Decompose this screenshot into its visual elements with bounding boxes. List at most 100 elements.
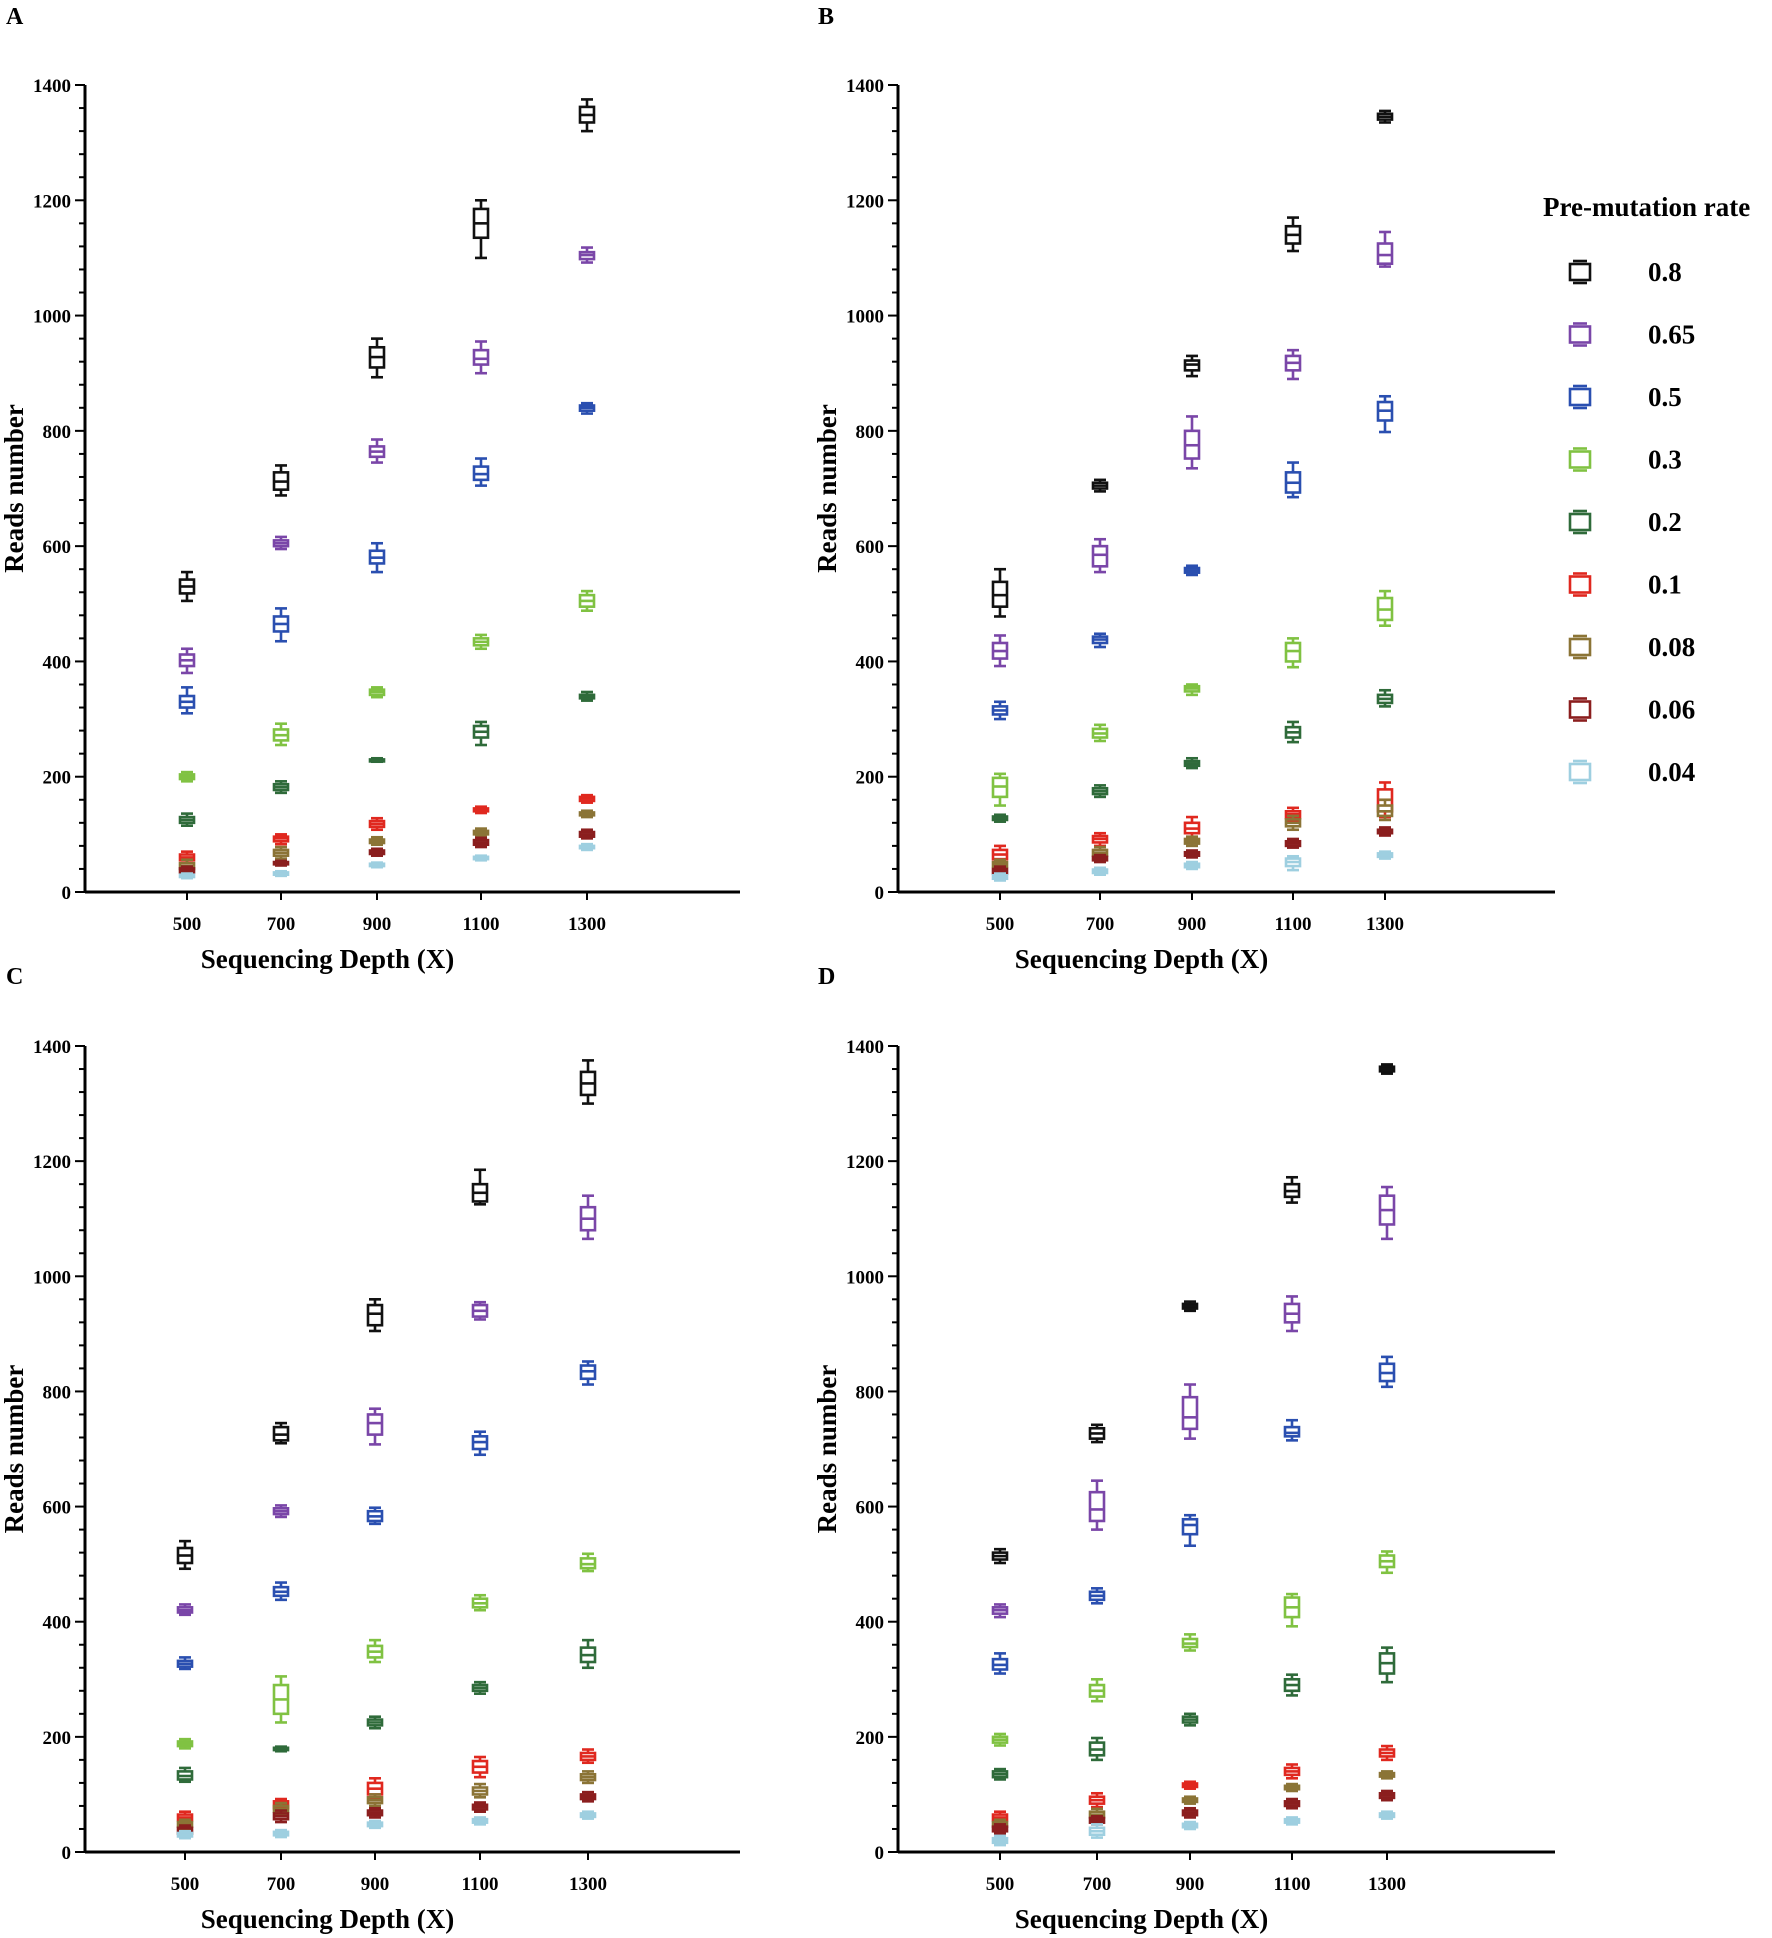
box-0_08-900 bbox=[366, 1793, 384, 1808]
legend-swatch bbox=[1568, 700, 1592, 719]
box-0_08-1100 bbox=[1284, 814, 1302, 832]
box-0_2-1300 bbox=[578, 690, 596, 702]
box-0_08-1100 bbox=[1283, 1782, 1301, 1793]
box-0_04-1100 bbox=[471, 1816, 489, 1826]
box-0_8-500 bbox=[178, 570, 196, 603]
box-0_5-500 bbox=[178, 686, 196, 715]
box-0_3-900 bbox=[366, 1638, 384, 1664]
box-0_2-500 bbox=[178, 812, 196, 828]
box-0_06-1100 bbox=[1283, 1797, 1301, 1810]
panel-letter: D bbox=[818, 964, 835, 990]
box-0_2-1100 bbox=[471, 1680, 489, 1695]
box-0_08-1100 bbox=[472, 827, 490, 838]
box-0_5-500 bbox=[991, 700, 1009, 721]
y-tick-label: 600 bbox=[856, 537, 885, 558]
x-tick-label: 500 bbox=[986, 1874, 1015, 1895]
x-tick-label: 1100 bbox=[463, 914, 500, 935]
y-axis-title: Reads number bbox=[812, 1365, 842, 1534]
y-tick-label: 1400 bbox=[846, 1037, 884, 1058]
legend-label: 0.5 bbox=[1648, 382, 1682, 412]
y-tick-label: 800 bbox=[43, 422, 72, 443]
legend-title: Pre-mutation rate bbox=[1543, 192, 1750, 222]
box-0_3-500 bbox=[176, 1737, 194, 1750]
box-0_04-500 bbox=[178, 872, 196, 880]
box-0_5-900 bbox=[1181, 1513, 1199, 1548]
box-0_8-900 bbox=[366, 1298, 384, 1333]
legend-swatch bbox=[1568, 325, 1592, 344]
box-0_3-1300 bbox=[578, 589, 596, 613]
box-0_1-1300 bbox=[1378, 1744, 1396, 1762]
y-tick-label: 1000 bbox=[846, 1267, 884, 1288]
box-0_1-700 bbox=[1088, 1791, 1106, 1809]
box-0_04-900 bbox=[1181, 1820, 1199, 1831]
legend-label: 0.08 bbox=[1648, 632, 1695, 662]
y-tick-label: 0 bbox=[62, 883, 72, 904]
legend-item-0_5: 0.5 bbox=[1568, 382, 1682, 412]
box-0_2-900 bbox=[368, 756, 386, 764]
legend: Pre-mutation rate 0.8 0.65 0.5 0.3 0.2 0.1 0.08… bbox=[1543, 192, 1750, 787]
box-0_04-1100 bbox=[472, 854, 490, 862]
legend-swatch bbox=[1568, 450, 1592, 469]
box-0_06-1100 bbox=[1284, 837, 1302, 849]
box-0_3-900 bbox=[1183, 683, 1201, 697]
y-tick-label: 200 bbox=[856, 768, 885, 789]
box-iqr bbox=[1091, 544, 1109, 568]
box-0_08-900 bbox=[368, 835, 386, 847]
box-0_5-1300 bbox=[1378, 1355, 1396, 1389]
box-0_5-700 bbox=[1091, 632, 1109, 649]
box-0_1-1100 bbox=[472, 805, 490, 815]
box-0_65-1100 bbox=[471, 1300, 489, 1321]
box-0_06-700 bbox=[272, 859, 290, 867]
x-axis-title: Sequencing Depth (X) bbox=[201, 1904, 455, 1934]
box-0_08-1300 bbox=[579, 1770, 597, 1785]
box-0_5-700 bbox=[272, 1581, 290, 1602]
box-0_04-1100 bbox=[1283, 1816, 1301, 1826]
box-0_8-1300 bbox=[579, 1059, 597, 1105]
box-0_04-1300 bbox=[578, 842, 596, 852]
box-0_04-1300 bbox=[579, 1810, 597, 1820]
box-0_8-1100 bbox=[471, 1168, 489, 1206]
box-0_1-900 bbox=[1181, 1780, 1199, 1790]
legend-label: 0.65 bbox=[1648, 320, 1695, 350]
x-tick-label: 700 bbox=[267, 914, 296, 935]
box-0_2-700 bbox=[272, 780, 290, 795]
y-tick-label: 0 bbox=[875, 1843, 885, 1864]
box-0_8-500 bbox=[991, 1547, 1009, 1565]
box-0_06-1300 bbox=[579, 1790, 597, 1803]
box-0_06-700 bbox=[272, 1809, 290, 1824]
box-0_04-700 bbox=[1088, 1823, 1106, 1839]
box-0_06-900 bbox=[366, 1806, 384, 1819]
box-0_06-500 bbox=[991, 1823, 1009, 1835]
legend-swatch bbox=[1568, 637, 1592, 657]
box-0_08-1300 bbox=[1378, 1770, 1396, 1780]
y-tick-label: 400 bbox=[856, 652, 885, 673]
legend-label: 0.3 bbox=[1648, 445, 1682, 475]
y-tick-label: 1400 bbox=[33, 1037, 71, 1058]
x-tick-label: 900 bbox=[1178, 914, 1207, 935]
box-0_2-500 bbox=[991, 813, 1009, 823]
box-0_2-500 bbox=[176, 1766, 194, 1784]
panel-letter: A bbox=[6, 4, 24, 30]
box-0_06-1300 bbox=[1376, 826, 1394, 837]
box-0_2-500 bbox=[991, 1767, 1009, 1781]
box-0_3-1300 bbox=[1376, 589, 1394, 627]
box-0_1-1100 bbox=[1283, 1763, 1301, 1780]
box-0_3-1100 bbox=[472, 633, 490, 651]
y-tick-label: 1400 bbox=[33, 76, 71, 97]
box-0_06-700 bbox=[1091, 853, 1109, 864]
box-0_65-700 bbox=[272, 535, 290, 551]
box-0_2-1100 bbox=[472, 720, 490, 747]
box-0_8-900 bbox=[1183, 354, 1201, 378]
x-tick-label: 500 bbox=[173, 914, 202, 935]
box-0_8-500 bbox=[176, 1539, 194, 1571]
box-0_1-700 bbox=[272, 833, 290, 846]
legend-label: 0.1 bbox=[1648, 570, 1682, 600]
box-0_04-900 bbox=[366, 1819, 384, 1830]
box-0_3-500 bbox=[991, 772, 1009, 807]
legend-swatch bbox=[1568, 512, 1592, 532]
box-0_2-1100 bbox=[1284, 720, 1302, 744]
box-0_3-700 bbox=[1091, 723, 1109, 743]
legend-item-0_2: 0.2 bbox=[1568, 507, 1682, 537]
box-0_8-900 bbox=[368, 337, 386, 379]
box-0_06-900 bbox=[368, 847, 386, 857]
